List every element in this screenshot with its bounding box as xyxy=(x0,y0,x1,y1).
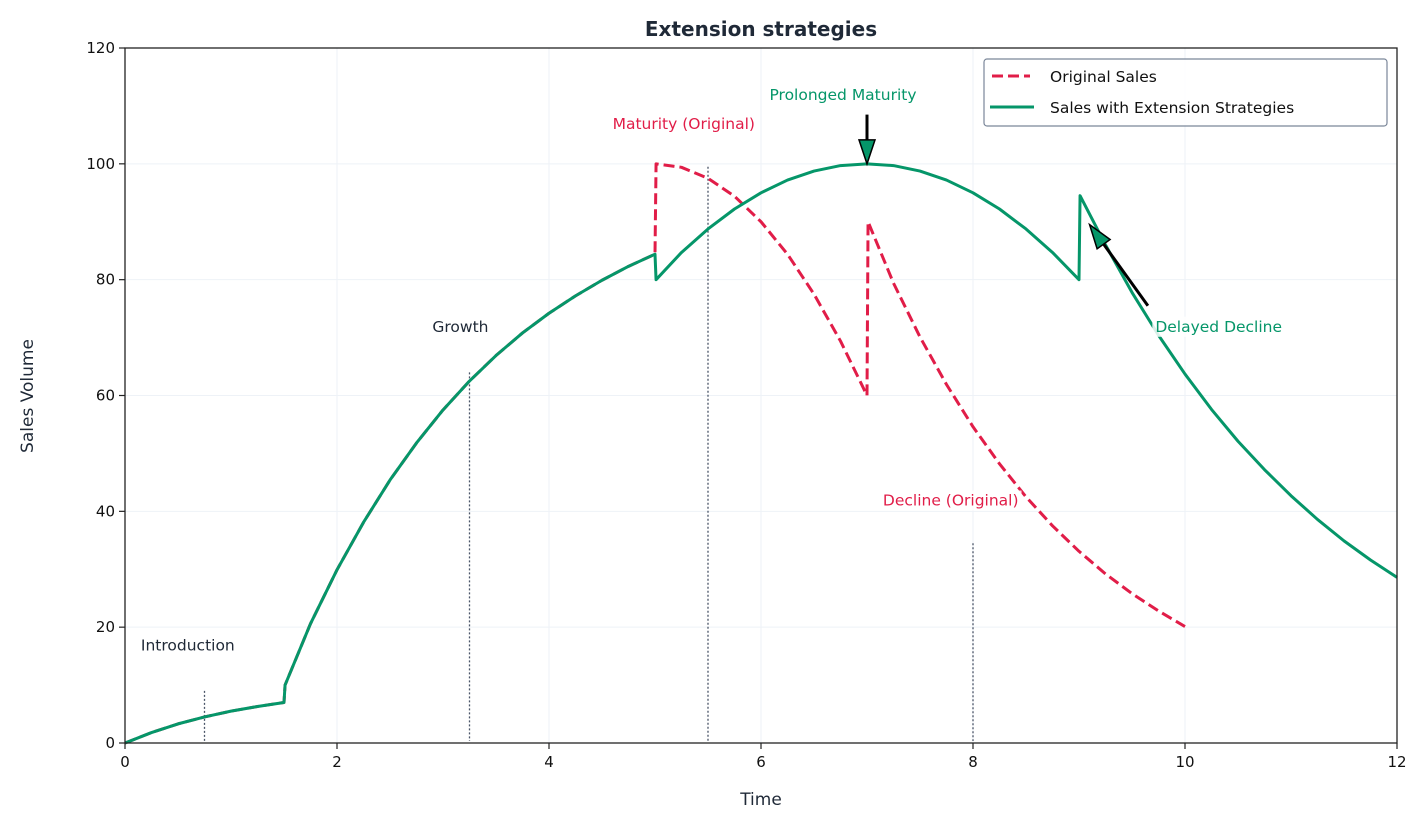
y-tick-label: 20 xyxy=(96,618,115,636)
annotation-label: Delayed Decline xyxy=(1155,318,1282,336)
x-tick-label: 0 xyxy=(120,753,130,771)
annotation-label: Decline (Original) xyxy=(883,492,1019,510)
legend-label-original: Original Sales xyxy=(1050,68,1157,86)
annotations: Introduction Growth Maturity (Original) Pro… xyxy=(137,85,1286,656)
annotation-label: Growth xyxy=(432,318,488,336)
y-tick-label: 40 xyxy=(96,502,115,520)
annotation-label-background xyxy=(429,316,492,337)
y-tick-label: 0 xyxy=(105,734,115,752)
y-axis-label: Sales Volume xyxy=(18,339,38,453)
annotation-label-background xyxy=(766,85,920,106)
annotation-arrow-head xyxy=(857,139,877,167)
annotation-arrow-shaft xyxy=(1102,243,1150,307)
legend-box xyxy=(983,58,1388,127)
x-axis-label: Time xyxy=(739,790,782,810)
y-tick-label: 100 xyxy=(86,155,115,173)
annotation-label-background xyxy=(609,114,758,135)
annotation-label: Prolonged Maturity xyxy=(769,86,916,104)
x-tick-label: 12 xyxy=(1387,753,1406,771)
phase-markers xyxy=(203,166,974,741)
x-tick-label: 10 xyxy=(1175,753,1194,771)
annotation-label: Maturity (Original) xyxy=(613,115,755,133)
legend: Original Sales Sales with Extension Stra… xyxy=(983,58,1388,127)
y-tick-label: 120 xyxy=(86,39,115,57)
y-tick-label: 80 xyxy=(96,271,115,289)
chart-title: Extension strategies xyxy=(645,17,877,41)
x-tick-label: 4 xyxy=(544,753,554,771)
annotation-label-background xyxy=(137,635,238,656)
x-tick-label: 2 xyxy=(332,753,342,771)
legend-label-extension: Sales with Extension Strategies xyxy=(1050,99,1294,117)
x-tick-label: 8 xyxy=(968,753,978,771)
series-line-extension-sales xyxy=(124,162,1398,745)
series-line-original-sales xyxy=(124,162,1186,745)
grid xyxy=(124,47,1398,744)
annotation-arrow-head xyxy=(1088,222,1112,251)
series-lines xyxy=(124,162,1398,745)
annotation-label: Introduction xyxy=(141,636,235,654)
x-tick-label: 6 xyxy=(756,753,766,771)
y-tick-label: 60 xyxy=(96,387,115,405)
annotation-label-background xyxy=(879,490,1022,511)
annotation-label-background xyxy=(1152,316,1286,337)
